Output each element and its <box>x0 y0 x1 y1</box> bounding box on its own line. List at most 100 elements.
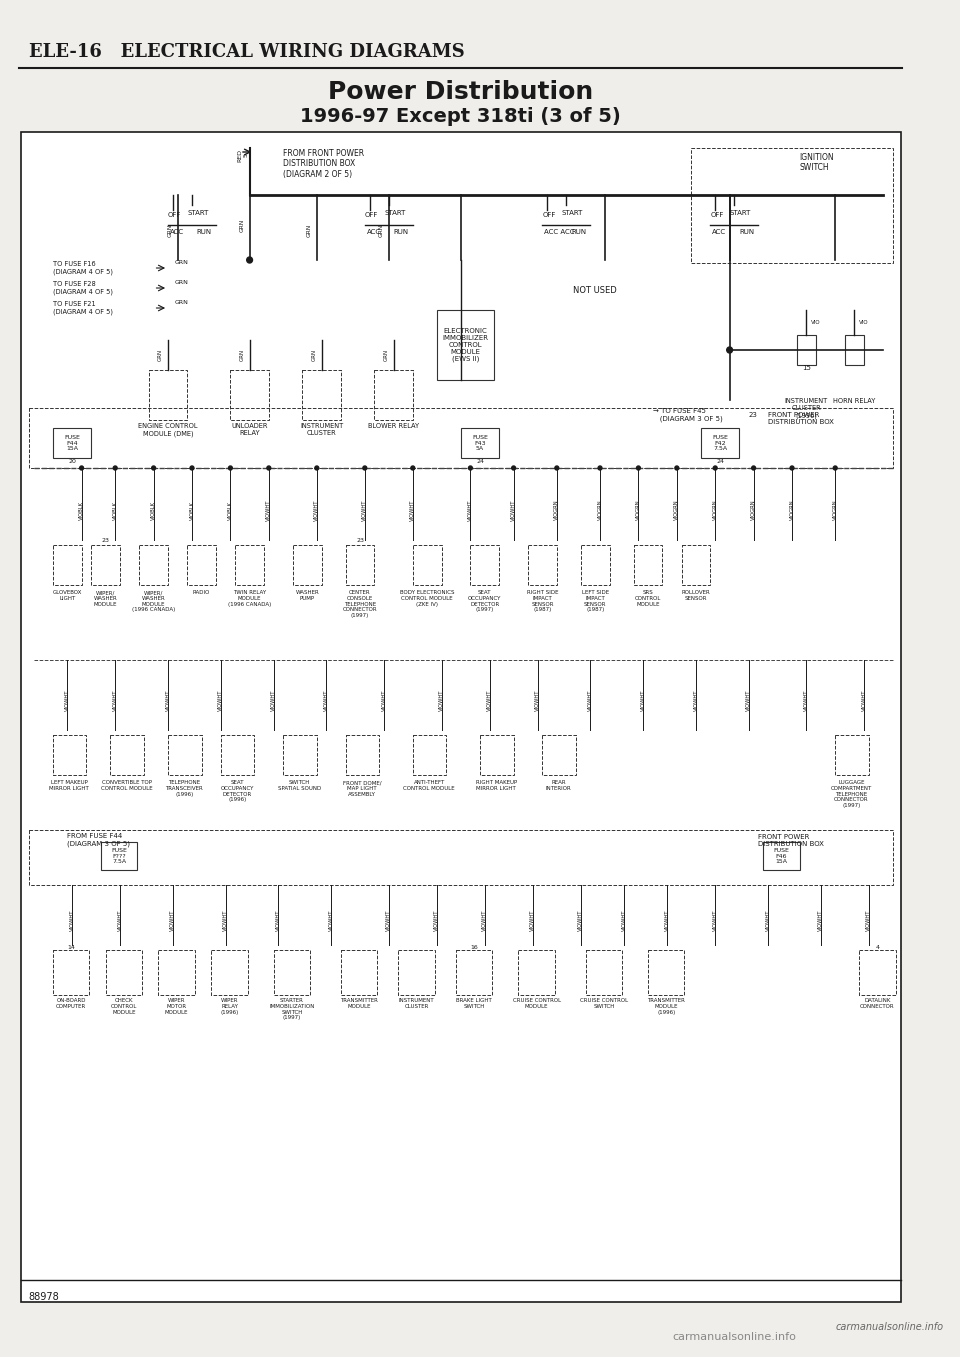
Text: START: START <box>730 210 751 216</box>
Text: VIOWHT: VIOWHT <box>861 689 867 711</box>
Circle shape <box>80 465 84 470</box>
Bar <box>91 546 120 585</box>
Text: ELE-16   ELECTRICAL WIRING DIAGRAMS: ELE-16 ELECTRICAL WIRING DIAGRAMS <box>29 43 465 61</box>
Bar <box>835 735 869 775</box>
Text: VIOGRN: VIOGRN <box>832 499 838 520</box>
Bar <box>398 950 435 995</box>
Bar <box>691 148 893 263</box>
Text: RIGHT SIDE
IMPACT
SENSOR
(1987): RIGHT SIDE IMPACT SENSOR (1987) <box>527 590 558 612</box>
Bar <box>101 841 137 870</box>
Bar <box>634 546 662 585</box>
Text: STARTER
IMMOBILIZATION
SWITCH
(1997): STARTER IMMOBILIZATION SWITCH (1997) <box>269 997 315 1020</box>
Bar <box>682 546 710 585</box>
Bar <box>845 335 864 365</box>
Text: GRN: GRN <box>175 300 188 304</box>
Text: ACC: ACC <box>367 229 381 235</box>
Text: TRANSMITTER
MODULE: TRANSMITTER MODULE <box>340 997 378 1008</box>
Circle shape <box>363 465 367 470</box>
Text: CRUISE CONTROL
MODULE: CRUISE CONTROL MODULE <box>513 997 561 1008</box>
Bar <box>586 950 622 995</box>
Text: TWIN RELAY
MODULE
(1996 CANADA): TWIN RELAY MODULE (1996 CANADA) <box>228 590 272 607</box>
Text: VIOWHT: VIOWHT <box>223 909 228 931</box>
Circle shape <box>727 347 732 353</box>
Bar <box>53 950 89 995</box>
Circle shape <box>267 465 271 470</box>
Text: CHECK
CONTROL
MODULE: CHECK CONTROL MODULE <box>110 997 137 1015</box>
Text: carmanualsonline.info: carmanualsonline.info <box>835 1322 944 1333</box>
Text: VIOWHT: VIOWHT <box>804 689 809 711</box>
Text: 16: 16 <box>470 944 478 950</box>
Text: LUGGAGE
COMPARTMENT
TELEPHONE
CONNECTOR
(1997): LUGGAGE COMPARTMENT TELEPHONE CONNECTOR … <box>831 780 873 809</box>
Text: SEAT
OCCUPANCY
DETECTOR
(1997): SEAT OCCUPANCY DETECTOR (1997) <box>468 590 501 612</box>
Bar <box>302 370 341 421</box>
Text: TELEPHONE
TRANSCEIVER
(1996): TELEPHONE TRANSCEIVER (1996) <box>165 780 204 797</box>
Text: FUSE
F43
5A: FUSE F43 5A <box>472 434 488 452</box>
Text: FUSE
F44
15A: FUSE F44 15A <box>64 434 80 452</box>
Bar <box>648 950 684 995</box>
Text: VIOGRN: VIOGRN <box>751 499 756 520</box>
Bar <box>701 427 739 459</box>
Bar <box>21 132 900 1301</box>
Text: CENTER
CONSOLE
TELEPHONE
CONNECTOR
(1997): CENTER CONSOLE TELEPHONE CONNECTOR (1997… <box>343 590 377 619</box>
Text: START: START <box>384 210 405 216</box>
Text: RUN: RUN <box>394 229 409 235</box>
Bar <box>293 546 322 585</box>
Text: LEFT MAKEUP
MIRROR LIGHT: LEFT MAKEUP MIRROR LIGHT <box>49 780 89 791</box>
Text: GRN: GRN <box>157 349 163 361</box>
Text: ENGINE CONTROL
MODULE (DME): ENGINE CONTROL MODULE (DME) <box>138 423 198 437</box>
Text: 20: 20 <box>68 459 76 464</box>
Text: RUN: RUN <box>197 229 212 235</box>
Text: VIOWHT: VIOWHT <box>276 909 281 931</box>
Text: CRUISE CONTROL
SWITCH: CRUISE CONTROL SWITCH <box>580 997 628 1008</box>
Text: VIOWHT: VIOWHT <box>64 689 70 711</box>
Text: VIOBLK: VIOBLK <box>189 501 195 520</box>
Text: VIOWHT: VIOWHT <box>69 909 75 931</box>
Text: VIOWHT: VIOWHT <box>640 689 646 711</box>
Text: VIOWHT: VIOWHT <box>621 909 627 931</box>
Text: GRN: GRN <box>239 349 245 361</box>
Bar <box>274 950 310 995</box>
Text: FUSE
F42
7.5A: FUSE F42 7.5A <box>712 434 728 452</box>
Text: Power Distribution: Power Distribution <box>328 80 593 104</box>
Text: VIOBLK: VIOBLK <box>79 501 84 520</box>
Bar <box>139 546 168 585</box>
Text: VIOWHT: VIOWHT <box>439 689 444 711</box>
Text: VIOWHT: VIOWHT <box>535 689 540 711</box>
Text: GRN: GRN <box>239 218 245 232</box>
Text: VIOWHT: VIOWHT <box>746 689 752 711</box>
Circle shape <box>468 465 472 470</box>
Bar <box>110 735 144 775</box>
Text: ELECTRONIC
IMMOBILIZER
CONTROL
MODULE
(EWS II): ELECTRONIC IMMOBILIZER CONTROL MODULE (E… <box>443 328 489 362</box>
Bar <box>341 950 377 995</box>
Bar <box>53 546 82 585</box>
Text: 4: 4 <box>876 944 879 950</box>
Text: FRONT POWER
DISTRIBUTION BOX: FRONT POWER DISTRIBUTION BOX <box>768 411 834 425</box>
Text: ACC: ACC <box>712 229 727 235</box>
Text: → TO FUSE F45
   (DIAGRAM 3 OF 5): → TO FUSE F45 (DIAGRAM 3 OF 5) <box>653 408 723 422</box>
Text: INSTRUMENT
CLUSTER
(1996): INSTRUMENT CLUSTER (1996) <box>784 398 828 418</box>
Text: VIOBLK: VIOBLK <box>151 501 156 520</box>
Bar <box>346 735 379 775</box>
Text: 24: 24 <box>476 459 484 464</box>
Text: VIOWHT: VIOWHT <box>386 909 392 931</box>
Text: VIOWHT: VIOWHT <box>487 689 492 711</box>
Text: ANTI-THEFT
CONTROL MODULE: ANTI-THEFT CONTROL MODULE <box>403 780 455 791</box>
Text: BRAKE LIGHT
SWITCH: BRAKE LIGHT SWITCH <box>456 997 492 1008</box>
Text: VIOWHT: VIOWHT <box>866 909 872 931</box>
Bar <box>542 735 576 775</box>
Text: GLOVEBOX
LIGHT: GLOVEBOX LIGHT <box>53 590 82 601</box>
Circle shape <box>675 465 679 470</box>
Bar <box>480 735 514 775</box>
Text: WIPER/
WASHER
MODULE
(1996 CANADA): WIPER/ WASHER MODULE (1996 CANADA) <box>132 590 176 612</box>
Text: 15: 15 <box>802 365 811 370</box>
Text: VIOGRN: VIOGRN <box>712 499 718 520</box>
Bar <box>106 950 142 995</box>
Bar <box>158 950 195 995</box>
Text: carmanualsonline.info: carmanualsonline.info <box>672 1333 796 1342</box>
Text: SEAT
OCCUPANCY
DETECTOR
(1996): SEAT OCCUPANCY DETECTOR (1996) <box>221 780 253 802</box>
Text: FROM FRONT POWER
DISTRIBUTION BOX
(DIAGRAM 2 OF 5): FROM FRONT POWER DISTRIBUTION BOX (DIAGR… <box>283 149 365 179</box>
Circle shape <box>790 465 794 470</box>
Circle shape <box>228 465 232 470</box>
Text: CONVERTIBLE TOP
CONTROL MODULE: CONVERTIBLE TOP CONTROL MODULE <box>101 780 153 791</box>
Text: START: START <box>562 210 583 216</box>
